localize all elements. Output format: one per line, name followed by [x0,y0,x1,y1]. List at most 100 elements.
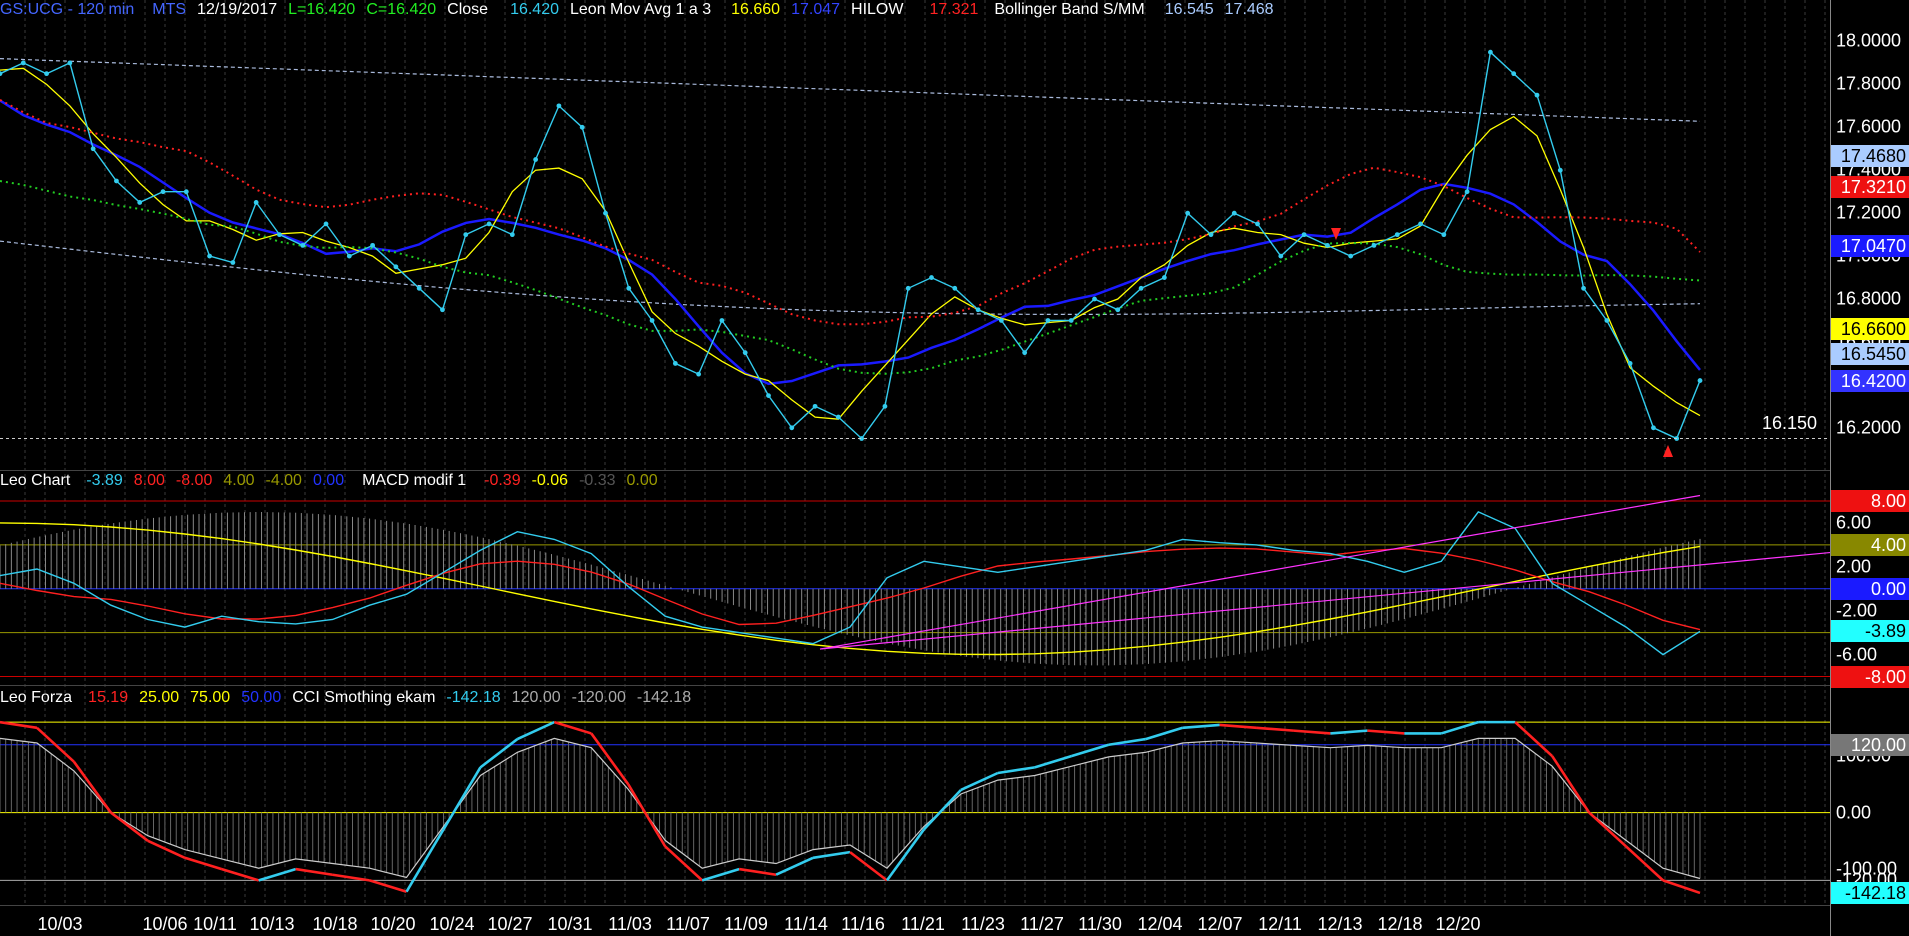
bollinger-upper-line [0,58,1701,122]
price-header: GS:UCG - 120 min MTS 12/19/2017 L=16.420 C=1… [0,2,1285,18]
cci-line-segment [1588,811,1627,848]
close-price-point [1394,232,1400,238]
leo-chart-value-3: -8.00 [175,472,213,489]
cci-line-segment [1662,879,1701,895]
cci-line-segment [184,856,223,871]
close-price-point [393,264,399,270]
leo-forza-header: Leo Forza 15.19 25.00 75.00 50.00 CCI Smothin… [0,690,702,706]
time-axis-tick: 11/30 [1078,914,1122,934]
close-price-point [998,318,1004,323]
close-price-point [509,232,515,238]
cci-line-segment [553,720,592,735]
time-axis-tick: 12/07 [1197,914,1243,934]
price-panel[interactable] [0,49,1830,457]
leo-chart-value-2: 8.00 [133,472,165,489]
cci-line-segment [258,867,297,882]
buy-arrow-icon [1663,445,1673,457]
leo-chart-cyan-line [0,511,1701,656]
close-price-point [1348,253,1354,259]
close-price-point [230,260,236,265]
time-axis-tick: 10/03 [37,914,83,934]
cci-value-4: -142.18 [636,689,692,706]
price-value-badge: 16.4200 [1831,369,1909,392]
vertical-gridlines [24,0,1826,905]
close-price-point [1651,425,1656,431]
close-price-point [905,285,911,291]
price-line-label: 16.150 [1762,413,1818,433]
close-price-point [1604,318,1610,323]
close-price-point [1488,49,1493,55]
macd-label[interactable]: MACD modif 1 [362,472,467,489]
time-axis-tick: 11/09 [724,914,768,934]
leo-forza-value-1: 15.19 [88,689,129,706]
leo-forza-label[interactable]: Leo Forza [0,689,73,706]
cci-line-segment [1256,726,1294,732]
leo-chart-value-badge: -8.00 [1831,665,1909,688]
panel-separator [0,470,1830,471]
cci-line-segment [1293,729,1331,735]
time-axis-tick: 12/18 [1377,914,1423,934]
time-axis-tick: 11/27 [1020,914,1064,934]
close-price-point [1045,318,1051,323]
close-price-point [1208,232,1214,238]
close-price-point [486,221,492,227]
date-label: 12/19/2017 [197,1,278,18]
close-price-point [1138,285,1144,291]
cci-value-3: -120.00 [571,689,626,706]
leo-chart-value-4: 4.00 [223,472,255,489]
price-axis-tick: 16.8000 [1836,288,1902,309]
price-scale[interactable] [1830,0,1909,936]
close-price-point [44,71,49,77]
close-price-point [207,253,212,259]
close-price-point [1464,189,1470,195]
time-axis-tick: 11/14 [784,914,828,934]
price-value-badge: 17.3210 [1831,176,1909,199]
price-axis-tick: 16.2000 [1836,417,1902,438]
cci-line-segment [147,839,186,859]
close-price-point [370,242,376,248]
close-price-point [183,189,189,195]
close-num: 16.420 [510,1,559,18]
close-price-point [20,60,26,66]
leo-chart-header: Leo Chart -3.89 8.00 -8.00 4.00 -4.00 0.00 MACD… [0,473,669,489]
leo-chart-axis-tick: -6.00 [1836,644,1878,665]
close-price-point [137,200,143,205]
close-price-point [603,210,608,216]
price-axis-tick: 18.0000 [1836,30,1902,51]
leo-chart-panel[interactable] [0,494,1831,678]
close-price-point [882,403,888,409]
close-price-point [0,71,3,77]
cci-line-segment [1551,755,1591,814]
price-value-badge: 17.0470 [1831,235,1909,257]
close-price-point [1371,242,1377,248]
cci-value-2: 120.00 [511,689,561,706]
leon-value-2: 17.047 [791,1,841,18]
hilow-green-line [0,180,1701,375]
cci-value-1: -142.18 [446,689,501,706]
cci-line-segment [332,873,370,882]
time-axis-tick: 11/07 [666,914,710,934]
panel-separator [0,905,1830,906]
price-value-badge: 16.6600 [1831,318,1909,341]
leo-chart-axis-tick: 2.00 [1836,556,1872,577]
leo-chart-label[interactable]: Leo Chart [0,472,71,489]
price-axis-tick: 17.2000 [1836,202,1902,223]
close-price-point [579,124,585,130]
leo-forza-panel[interactable] [0,720,1830,895]
close-price-point [719,318,725,323]
close-price-point [626,285,632,291]
symbol-label[interactable]: GS:UCG - 120 min [0,1,135,18]
cci-line-segment [812,850,851,860]
price-value-badge: 17.4680 [1831,144,1909,167]
cci-line-segment [516,720,555,741]
close-price-point [323,221,329,227]
macd-value-4: 0.00 [626,472,658,489]
time-axis-tick: 10/18 [312,914,358,934]
leon-label: Leon Mov Avg 1 a 3 [570,1,712,18]
cci-line-segment [885,828,925,882]
close-price-point [90,146,96,152]
close-price-point [1022,350,1028,356]
bollinger-value-2: 17.468 [1224,1,1274,18]
cci-label[interactable]: CCI Smothing ekam [292,689,436,706]
